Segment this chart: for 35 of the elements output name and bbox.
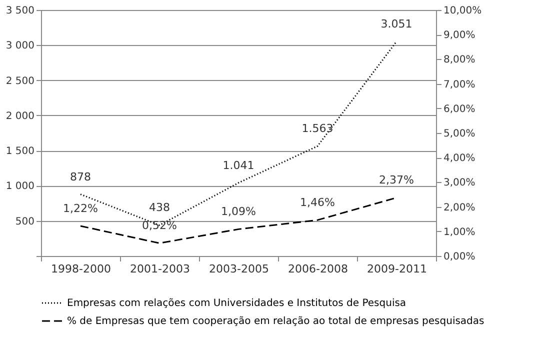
legend-label: % de Empresas que tem cooperação em relação ao total de empresas pesquisadas bbox=[67, 316, 484, 327]
y2-tick-label: 6,00% bbox=[444, 104, 476, 115]
y-tick-label: 3 000 bbox=[6, 40, 34, 52]
data-label: 878 bbox=[70, 170, 91, 184]
y2-tick-label: 1,00% bbox=[444, 226, 476, 238]
y2-tick-label: 2,00% bbox=[444, 202, 476, 214]
x-tick-label: 1998-2000 bbox=[51, 262, 111, 276]
data-label: 1.563 bbox=[302, 122, 334, 136]
y2-tick-label: 3,00% bbox=[444, 178, 476, 189]
y2-tick-label: 0,00% bbox=[444, 252, 476, 262]
y2-tick-label: 9,00% bbox=[444, 30, 476, 42]
y2-tick-label: 8,00% bbox=[444, 54, 476, 66]
data-label: 1,22% bbox=[63, 202, 98, 215]
y-tick-label: 2 000 bbox=[6, 110, 34, 122]
data-label: 1.041 bbox=[222, 158, 254, 172]
y2-tick-label: 10,00% bbox=[444, 6, 482, 16]
data-label: 1,09% bbox=[221, 205, 256, 218]
y2-tick-label: 5,00% bbox=[444, 128, 476, 140]
x-tick-label: 2009-2011 bbox=[367, 262, 427, 276]
y-tick-label: 1 500 bbox=[6, 146, 34, 158]
data-label: 2,37% bbox=[379, 174, 414, 187]
x-tick-label: 2001-2003 bbox=[130, 262, 190, 276]
y2-tick-label: 7,00% bbox=[444, 79, 476, 90]
x-tick-label: 2006-2008 bbox=[288, 262, 348, 276]
legend-label: Empresas com relações com Universidades e Institutos de Pesquisa bbox=[67, 298, 406, 309]
data-label: 3.051 bbox=[380, 18, 412, 31]
y-tick-label: 1 000 bbox=[6, 181, 34, 192]
data-label: 1,46% bbox=[300, 196, 335, 210]
y-tick-label: 3 500 bbox=[6, 6, 34, 16]
x-tick-label: 2003-2005 bbox=[209, 262, 269, 276]
y-tick-label: 2 500 bbox=[6, 76, 34, 87]
data-label: 0,52% bbox=[142, 219, 177, 232]
data-label: 438 bbox=[149, 201, 170, 214]
y-tick-label: 500 bbox=[15, 216, 34, 228]
y2-tick-label: 4,00% bbox=[444, 153, 476, 164]
